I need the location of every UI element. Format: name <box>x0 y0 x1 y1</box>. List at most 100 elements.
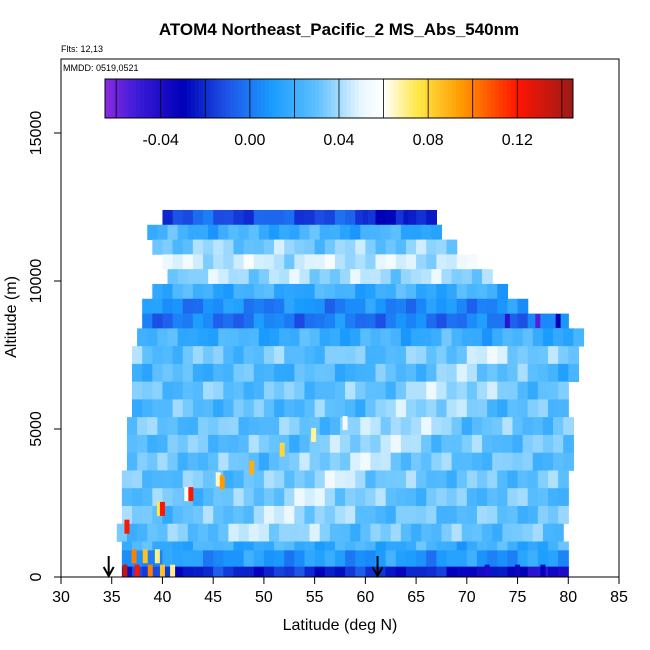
heatmap-cell <box>334 209 346 226</box>
heatmap-cell <box>253 399 265 418</box>
heatmap-cell <box>263 283 275 300</box>
heatmap-cell <box>512 434 524 454</box>
heatmap-cell <box>213 346 224 365</box>
heatmap-cell <box>258 452 270 471</box>
heatmap-hotspot <box>159 564 165 577</box>
colorbar-segment <box>147 79 153 118</box>
heatmap-hotspot <box>219 475 225 490</box>
heatmap-cell <box>172 381 184 400</box>
heatmap-cell <box>522 328 534 347</box>
heatmap-cell <box>466 283 478 300</box>
heatmap-cell <box>355 550 366 568</box>
heatmap-cell <box>243 209 255 226</box>
heatmap-cell <box>390 224 402 240</box>
heatmap-cell <box>218 328 229 347</box>
heatmap-cell <box>345 346 356 365</box>
heatmap-cell <box>172 346 184 365</box>
heatmap-cell <box>197 224 209 240</box>
heatmap-cell <box>350 224 361 240</box>
heatmap-cell <box>547 399 559 418</box>
heatmap-cell <box>314 541 326 551</box>
heatmap-cell <box>537 381 549 400</box>
heatmap-cell <box>476 541 488 551</box>
heatmap-cell <box>228 328 240 347</box>
heatmap-cell <box>182 283 194 300</box>
heatmap-cell <box>426 381 437 400</box>
heatmap-cell <box>132 541 143 551</box>
heatmap-cell <box>279 452 290 471</box>
colorbar-segment <box>136 79 141 118</box>
heatmap-cell <box>192 346 204 365</box>
heatmap-cell <box>345 209 356 226</box>
heatmap-cell <box>284 399 295 418</box>
heatmap-cell <box>476 381 488 400</box>
heatmap-cell <box>400 224 412 240</box>
heatmap-cell <box>355 566 366 577</box>
heatmap-cell <box>172 283 184 300</box>
colorbar-segment <box>155 79 161 118</box>
heatmap-cell <box>258 434 270 454</box>
heatmap-cell <box>213 399 224 418</box>
heatmap-cell <box>182 346 194 365</box>
heatmap-cell <box>497 363 508 383</box>
heatmap-cell <box>182 541 194 551</box>
heatmap-cell <box>395 254 407 270</box>
heatmap-cell <box>558 381 569 400</box>
heatmap-cell <box>152 566 164 577</box>
heatmap-cell <box>365 363 377 383</box>
heatmap-cell <box>147 224 158 240</box>
heatmap-cell <box>213 550 224 568</box>
heatmap-cell <box>289 328 301 347</box>
heatmap-cell <box>314 505 326 525</box>
colorbar-segment <box>303 79 309 118</box>
heatmap-cell <box>537 346 549 365</box>
heatmap-cell <box>248 328 260 347</box>
colorbar-segment <box>233 79 239 118</box>
heatmap-cell <box>405 254 417 270</box>
heatmap-cell <box>294 541 306 551</box>
heatmap-cell <box>360 452 372 471</box>
heatmap-cell <box>208 417 219 436</box>
heatmap-cell <box>451 523 463 542</box>
heatmap-cell <box>223 239 235 255</box>
heatmap-cell <box>208 269 219 285</box>
heatmap-cell <box>142 399 153 418</box>
heatmap-cell <box>456 381 468 400</box>
colorbar-segment <box>327 79 332 118</box>
heatmap-cell <box>542 452 554 471</box>
heatmap-cell <box>461 328 473 347</box>
heatmap-cell <box>243 470 255 489</box>
heatmap-cell <box>375 209 387 226</box>
heatmap-cell <box>446 470 458 489</box>
heatmap-cell <box>334 566 346 577</box>
colorbar-segment <box>565 79 570 118</box>
heatmap-cell <box>426 399 437 418</box>
heatmap-cell <box>466 505 478 525</box>
heatmap-cell <box>223 298 235 314</box>
x-axis-label: Latitude (deg N) <box>283 617 398 634</box>
heatmap-cell <box>324 363 336 383</box>
heatmap-cell <box>345 313 356 329</box>
heatmap-cell <box>126 523 138 542</box>
heatmap-cell <box>253 488 265 507</box>
heatmap-cell <box>405 470 417 489</box>
heatmap-cell <box>274 254 285 270</box>
heatmap-cell <box>274 313 285 329</box>
heatmap-cell <box>426 254 437 270</box>
colorbar-tick-label: 0.12 <box>502 132 533 149</box>
heatmap-cell <box>426 239 437 255</box>
heatmap-cell <box>395 209 407 226</box>
heatmap-cell <box>507 488 519 507</box>
heatmap-cell <box>243 488 255 507</box>
heatmap-cell <box>258 269 270 285</box>
heatmap-cell <box>177 523 189 542</box>
x-axis: 30 35 40 45 50 55 60 65 70 75 80 85 <box>52 576 628 606</box>
heatmap-cell <box>527 505 539 525</box>
heatmap-cell <box>446 363 458 383</box>
heatmap-cell <box>380 328 392 347</box>
heatmap-cell <box>263 541 275 551</box>
heatmap-cell <box>213 283 224 300</box>
heatmap-cell <box>152 399 164 418</box>
heatmap-cell <box>334 363 346 383</box>
heatmap-cell <box>274 488 285 507</box>
